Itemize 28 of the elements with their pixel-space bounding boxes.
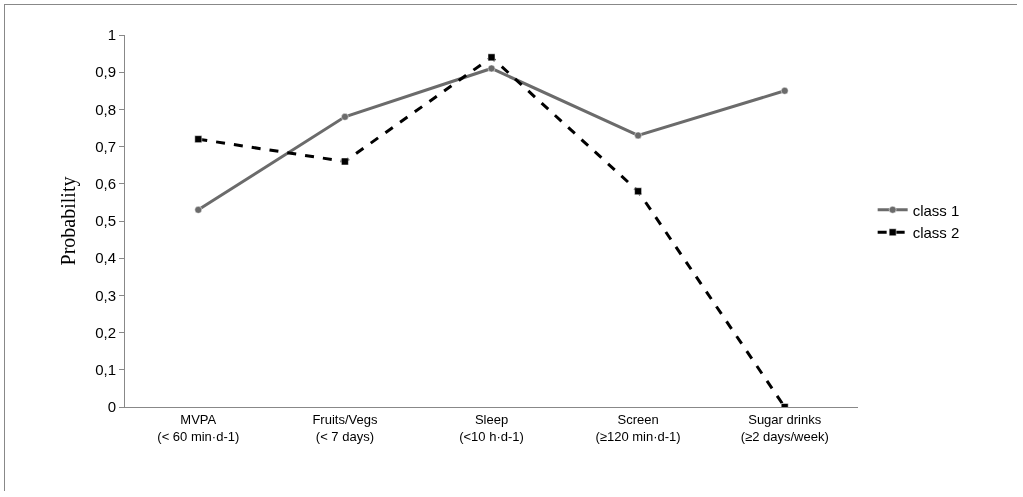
point bbox=[194, 206, 203, 214]
y-tick-label: 0,3 bbox=[95, 286, 116, 304]
point bbox=[341, 157, 349, 166]
legend-label: class 2 bbox=[912, 224, 960, 242]
y-tick-label: 0,7 bbox=[95, 137, 116, 155]
legend-label: class 1 bbox=[912, 201, 960, 219]
y-tick-label: 0,8 bbox=[95, 100, 116, 118]
point bbox=[194, 135, 203, 143]
y-tick-label: 0,2 bbox=[95, 323, 116, 341]
point bbox=[634, 131, 642, 140]
y-axis-title: Probability bbox=[57, 176, 80, 266]
point bbox=[487, 64, 496, 73]
point bbox=[780, 87, 789, 95]
y-tick-label: 0,5 bbox=[95, 212, 116, 230]
y-tick-label: 0,4 bbox=[95, 249, 116, 267]
x-tick-label: Fruits/Vegs (< 7 days) bbox=[312, 411, 378, 444]
x-tick-label: Sugar drinks (≥2 days/week) bbox=[740, 411, 829, 444]
y-tick-label: 0,9 bbox=[95, 63, 116, 81]
x-tick-label: Screen (≥120 min·d-1) bbox=[595, 411, 681, 444]
point bbox=[341, 113, 349, 121]
y-tick-label: 0,6 bbox=[95, 175, 116, 193]
point bbox=[487, 53, 496, 62]
y-tick-label: 0 bbox=[107, 398, 116, 416]
y-tick-label: 0,1 bbox=[95, 361, 116, 379]
x-tick-label: Sleep (<10 h·d-1) bbox=[459, 411, 524, 444]
y-tick-label: 1 bbox=[107, 26, 116, 44]
point bbox=[634, 187, 642, 195]
x-tick-label: MVPA (< 60 min·d-1) bbox=[157, 411, 240, 444]
